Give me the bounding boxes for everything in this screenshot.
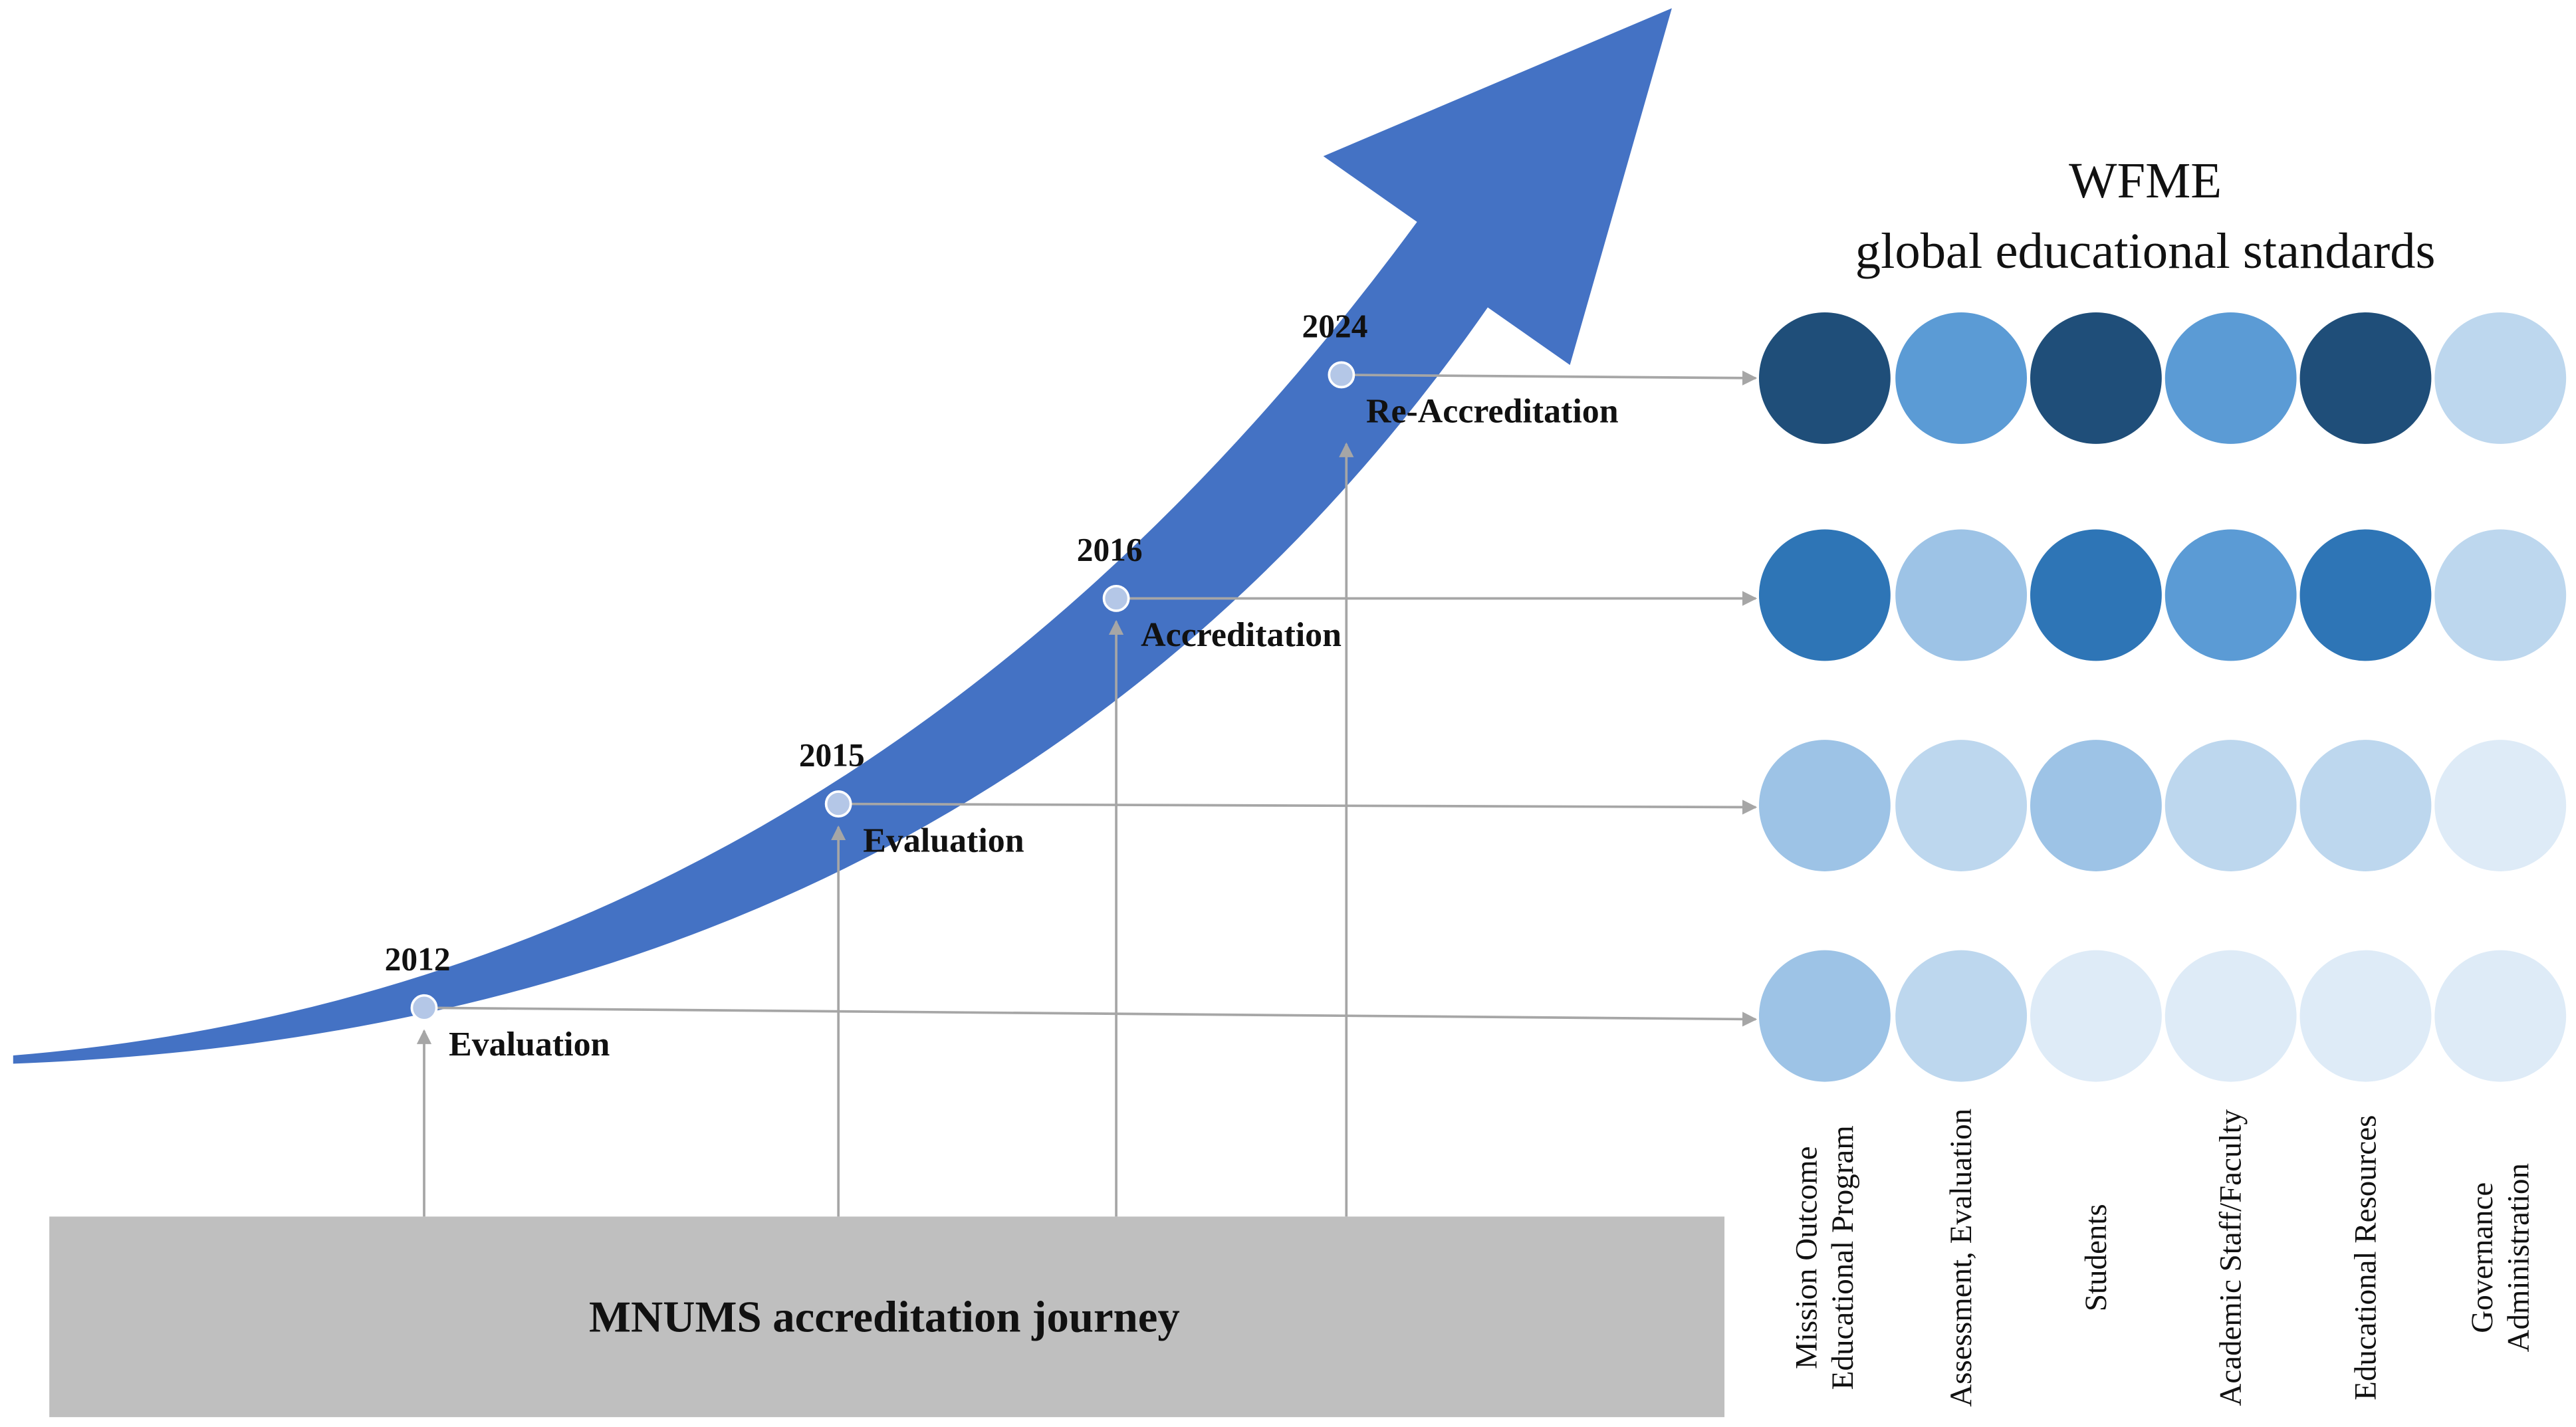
standard-label: Governance Administration (2465, 1163, 2535, 1353)
horizontal-arrow (838, 800, 1758, 815)
standard-circle (2030, 950, 2162, 1082)
horizontal-arrow (423, 1006, 1758, 1027)
standard-circle (1895, 740, 2028, 871)
footer-box (49, 1216, 1725, 1418)
milestone-dot (1102, 584, 1130, 612)
milestone-year: 2016 (1077, 531, 1143, 568)
standard-circle (1895, 529, 2028, 661)
milestone-label: Accreditation (1141, 616, 1342, 654)
horizontal-arrow (1341, 370, 1758, 385)
milestone-year: 2012 (385, 940, 451, 977)
standard-label-line: Academic Staff/Faculty (2214, 1109, 2248, 1406)
milestone-year: 2024 (1302, 308, 1368, 344)
footer-text: MNUMS accreditation journey (589, 1293, 1180, 1342)
milestone-dot (410, 994, 438, 1022)
standard-circle (1758, 950, 1891, 1082)
title-line: global educational standards (1855, 223, 2436, 279)
standard-circle (1758, 529, 1891, 661)
standard-label-line: Governance (2465, 1182, 2500, 1333)
standard-label: Assessment, Evaluation (1944, 1109, 1978, 1407)
standard-label: Students (2079, 1204, 2113, 1311)
standard-circle (2434, 740, 2567, 871)
standard-label: Academic Staff/Faculty (2214, 1109, 2248, 1406)
standard-circle (2030, 312, 2162, 444)
milestone-year: 2015 (799, 737, 865, 774)
milestone-dot (1328, 361, 1355, 389)
milestone-label: Evaluation (449, 1026, 610, 1063)
standard-circle (2299, 312, 2432, 444)
standard-circle (1895, 950, 2028, 1082)
journey-arrow (13, 8, 1672, 1064)
standard-circle (2165, 312, 2297, 444)
standard-circle (2030, 529, 2162, 661)
standard-label: Mission Outcome Educational Program (1790, 1125, 1860, 1390)
standard-label-line: Educational Resources (2348, 1115, 2383, 1400)
standard-circle (2434, 312, 2567, 444)
standard-label-line: Assessment, Evaluation (1944, 1109, 1978, 1407)
standard-circle (2434, 950, 2567, 1082)
standard-circle (2165, 529, 2297, 661)
milestone-dot (824, 790, 852, 818)
standard-circle (2434, 529, 2567, 661)
standard-circle (2165, 950, 2297, 1082)
standard-label: Educational Resources (2348, 1115, 2383, 1400)
standard-label-line: Administration (2501, 1163, 2535, 1353)
standard-label-line: Mission Outcome (1790, 1147, 1824, 1369)
milestone-label: Re-Accreditation (1366, 393, 1619, 431)
standard-circle (2030, 740, 2162, 871)
standard-label-line: Educational Program (1825, 1125, 1860, 1390)
standard-circle (1758, 740, 1891, 871)
standard-circle (1758, 312, 1891, 444)
milestone-label: Evaluation (863, 822, 1024, 859)
standard-circle (2299, 529, 2432, 661)
standard-circle (1895, 312, 2028, 444)
standard-circle (2299, 950, 2432, 1082)
standard-circle (2299, 740, 2432, 871)
title-line: WFME (2069, 152, 2222, 209)
standard-label-line: Students (2079, 1204, 2113, 1311)
standard-circle (2165, 740, 2297, 871)
